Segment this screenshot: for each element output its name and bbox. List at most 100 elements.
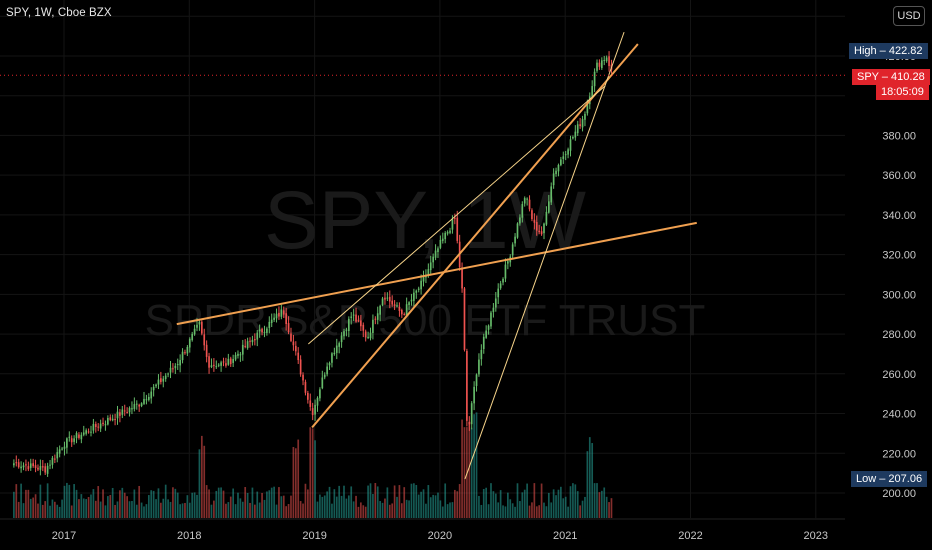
- candle-body: [485, 330, 488, 338]
- candle-body: [396, 305, 398, 307]
- volume-bar: [400, 503, 403, 518]
- volume-bar: [473, 414, 475, 518]
- volume-bar: [208, 489, 210, 518]
- candle-body: [528, 199, 531, 210]
- candle-body: [97, 426, 100, 428]
- candle-body: [239, 354, 242, 356]
- volume-bar: [338, 485, 341, 518]
- candle-body: [391, 300, 394, 305]
- volume-bar: [398, 485, 401, 518]
- volume-bar: [535, 506, 538, 518]
- volume-bar: [68, 484, 71, 518]
- volume-bar: [94, 500, 97, 518]
- candle-body: [535, 222, 538, 231]
- candle-body: [364, 331, 367, 338]
- volume-bar: [451, 502, 454, 518]
- x-tick-label: 2018: [177, 530, 201, 542]
- volume-bar: [241, 501, 244, 518]
- candle-body: [352, 314, 355, 316]
- volume-bar: [174, 488, 177, 518]
- volume-bar: [572, 483, 574, 518]
- volume-bar: [422, 489, 425, 518]
- x-tick-label: 2021: [553, 530, 577, 542]
- candle-body: [225, 363, 227, 366]
- candle-body: [357, 320, 360, 322]
- candle-body: [521, 204, 524, 218]
- volume-bar: [17, 501, 20, 518]
- candle-body: [63, 446, 66, 449]
- candle-body: [51, 457, 54, 465]
- volume-bar: [487, 504, 490, 518]
- volume-bar: [531, 502, 533, 518]
- volume-bar: [533, 483, 536, 518]
- candle-body: [360, 320, 362, 327]
- volume-bar: [480, 504, 483, 518]
- candle-body: [109, 417, 112, 421]
- y-tick-label: 220.00: [882, 448, 916, 460]
- currency-button[interactable]: USD: [893, 6, 925, 26]
- volume-bar: [278, 487, 280, 518]
- volume-bar: [543, 502, 545, 518]
- candle-body: [85, 430, 88, 434]
- candle-body: [456, 217, 459, 241]
- volume-bar: [562, 498, 565, 518]
- volume-bar: [528, 505, 531, 518]
- volume-bar: [114, 504, 116, 518]
- candle-body: [253, 339, 256, 341]
- volume-bar: [413, 483, 415, 518]
- candle-body: [111, 418, 114, 421]
- volume-bar: [552, 489, 555, 518]
- volume-bar: [200, 435, 203, 518]
- volume-bar: [107, 496, 109, 518]
- volume-bar: [58, 506, 61, 518]
- volume-bar: [116, 501, 119, 518]
- volume-bar: [588, 437, 591, 518]
- volume-bar: [323, 495, 326, 518]
- volume-bar: [152, 490, 155, 518]
- candle-body: [128, 407, 131, 413]
- candle-body: [572, 137, 574, 139]
- volume-bar: [92, 489, 95, 518]
- volume-bar: [13, 491, 15, 518]
- candle-body: [608, 56, 610, 67]
- trendlines: [176, 31, 697, 480]
- volume-bar: [367, 485, 369, 518]
- candle-body: [285, 313, 288, 325]
- candle-body: [555, 170, 557, 175]
- volume-bar: [482, 488, 485, 518]
- candle-body: [437, 248, 439, 253]
- x-tick-label: 2019: [302, 530, 326, 542]
- candle-body: [263, 331, 266, 333]
- candle-body: [75, 433, 78, 439]
- volume-bar: [511, 503, 514, 518]
- candle-body: [603, 60, 606, 62]
- candle-body: [309, 400, 312, 407]
- volume-bar: [437, 492, 439, 518]
- volume-bar: [256, 491, 259, 518]
- volume-bar: [249, 502, 251, 518]
- volume-bar: [540, 483, 543, 518]
- candle-body: [15, 462, 18, 464]
- volume-bar: [22, 503, 25, 518]
- volume-bars: [13, 412, 613, 518]
- y-axis: 200.00 220.00 240.00 260.00 280.00 300.00 320.…: [882, 51, 916, 500]
- candle-body: [290, 333, 292, 341]
- volume-bar: [102, 489, 104, 518]
- candle-body: [605, 57, 608, 62]
- candle-body: [564, 154, 567, 156]
- volume-bar: [41, 504, 44, 518]
- volume-bar: [222, 490, 225, 518]
- volume-bar: [160, 502, 162, 518]
- volume-bar: [605, 496, 608, 518]
- candle-body: [586, 103, 589, 114]
- candle-body: [299, 359, 302, 375]
- candle-body: [114, 419, 116, 421]
- candle-body: [188, 338, 191, 348]
- candle-body: [92, 423, 95, 431]
- volume-bar: [603, 487, 606, 518]
- candle-body: [381, 298, 384, 306]
- x-tick-label: 2020: [428, 530, 452, 542]
- candle-body: [350, 316, 353, 318]
- candle-body: [560, 159, 562, 166]
